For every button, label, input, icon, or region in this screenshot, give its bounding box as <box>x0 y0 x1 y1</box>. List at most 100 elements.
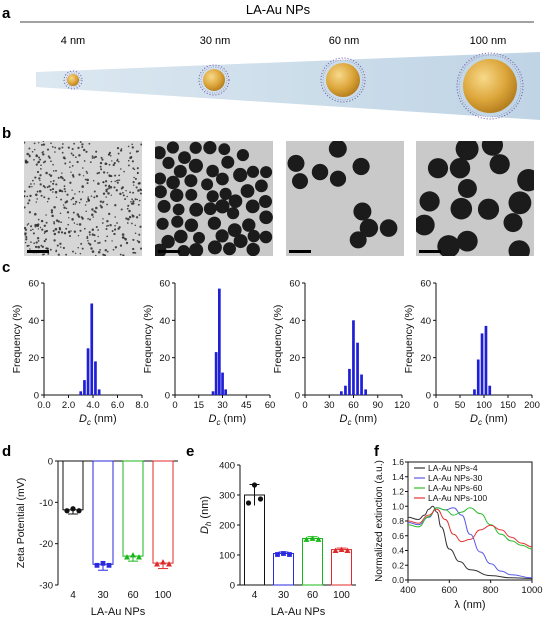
legend-label: LA-Au NPs-60 <box>428 483 483 493</box>
ligand-shell <box>198 64 230 96</box>
tem-particles <box>24 141 142 256</box>
tem-particle <box>131 146 134 149</box>
tem-particle <box>203 202 217 216</box>
tem-particle <box>62 143 64 145</box>
tem-particles <box>416 141 534 256</box>
panel-label-d: d <box>2 443 11 460</box>
panel-a: a LA-Au NPs 4 nm 30 nm 60 nm 100 nm <box>2 2 540 120</box>
tem-particle <box>106 235 109 238</box>
tem-particle <box>98 171 101 174</box>
ligand-shell-inner <box>200 66 228 94</box>
y-axis-label: Frequency (%) <box>272 305 284 374</box>
tem-particle <box>139 247 142 250</box>
tem-particle <box>24 195 26 198</box>
histogram-1: 0 20 40 60 0.0 2.0 4.0 6.0 8.0 Dc (nm) Frequency (… <box>11 279 149 428</box>
tem-particle <box>72 211 75 214</box>
tem-particle <box>27 202 30 205</box>
tem-particle <box>117 227 120 230</box>
tem-particle <box>57 231 60 234</box>
histogram-bar <box>224 389 227 395</box>
tem-particles <box>287 141 398 249</box>
tem-particle <box>59 212 62 215</box>
tem-particle <box>455 141 479 161</box>
data-point <box>130 552 136 558</box>
tem-particle <box>88 231 91 234</box>
tem-particle <box>100 168 103 171</box>
tem-particle <box>61 172 63 174</box>
tem-particle <box>131 160 134 163</box>
tem-images <box>24 141 534 256</box>
y-tick-label: 400 <box>219 461 235 472</box>
tem-particle <box>134 232 137 235</box>
x-tick-label: 150 <box>500 400 516 411</box>
x-axis-label: LA-Au NPs <box>91 606 146 618</box>
tem-particle <box>116 159 119 162</box>
tem-particle <box>31 150 34 153</box>
histogram-4: 0 20 40 60 0 50 100 150 200 Dc (nm) Frequency (%) <box>403 279 540 428</box>
tem-particle <box>26 152 29 156</box>
tem-particle <box>130 156 133 158</box>
gold-nanoparticle-4nm <box>63 70 83 90</box>
tem-particle <box>118 179 121 181</box>
ligand-shell <box>63 70 83 90</box>
tem-particle <box>68 217 70 219</box>
x-axis-label: Dc (nm) <box>79 413 117 427</box>
tem-particle <box>106 203 108 206</box>
tem-particle <box>91 213 94 217</box>
tem-particle <box>78 201 81 204</box>
histogram-bar <box>340 391 343 395</box>
tem-particle <box>189 141 202 154</box>
tem-particle <box>71 218 74 221</box>
x-tick-label: 120 <box>394 400 410 411</box>
tem-particle <box>47 155 50 158</box>
tem-particle <box>129 191 132 194</box>
tem-particle <box>119 192 122 196</box>
y-tick-label: 1.4 <box>392 472 404 482</box>
y-tick-label: 60 <box>420 279 431 290</box>
tem-particle <box>84 204 87 206</box>
x-tick-label: 30 <box>97 590 109 601</box>
tem-particle <box>166 175 180 190</box>
tem-particle <box>104 184 107 187</box>
tem-particle <box>50 209 54 212</box>
tem-particle <box>61 146 64 149</box>
tem-particle <box>37 142 40 144</box>
tem-particle <box>97 250 101 254</box>
tem-particle <box>92 179 95 182</box>
tem-particle <box>122 194 125 197</box>
tem-particle <box>240 184 255 198</box>
nanoparticle-spheres <box>63 52 524 120</box>
tem-particle <box>24 228 28 231</box>
tem-particle <box>57 253 60 256</box>
tem-particle <box>99 200 103 203</box>
tem-particle <box>81 143 84 146</box>
x-tick-label: 2.0 <box>62 400 75 411</box>
x-tick-label: 6.0 <box>111 400 124 411</box>
tem-particle <box>236 149 249 162</box>
tem-particle <box>207 216 221 230</box>
tem-particle <box>136 167 139 170</box>
tem-particle <box>30 241 32 243</box>
y-tick-label: -20 <box>39 539 53 550</box>
tem-particle <box>292 173 308 190</box>
tem-particle <box>41 245 44 248</box>
tem-particle <box>172 203 185 216</box>
tem-particle <box>102 218 104 220</box>
tem-particle <box>60 198 63 201</box>
tem-particle <box>287 154 305 172</box>
y-tick-label: -10 <box>39 498 53 509</box>
tem-particle <box>481 141 503 156</box>
data-point <box>136 554 142 560</box>
tem-particle <box>82 167 84 169</box>
tem-particle <box>43 232 46 235</box>
data-point <box>76 508 82 514</box>
tem-particle <box>245 199 260 214</box>
diameter-bar <box>244 494 265 586</box>
y-tick-label: 60 <box>289 279 300 290</box>
tem-particle <box>50 160 52 163</box>
tem-particle <box>91 208 94 211</box>
tem-particle <box>216 172 229 186</box>
tem-particle <box>89 233 91 236</box>
spectrum-line-4 <box>407 508 533 548</box>
spectrum-line-2 <box>407 507 533 579</box>
